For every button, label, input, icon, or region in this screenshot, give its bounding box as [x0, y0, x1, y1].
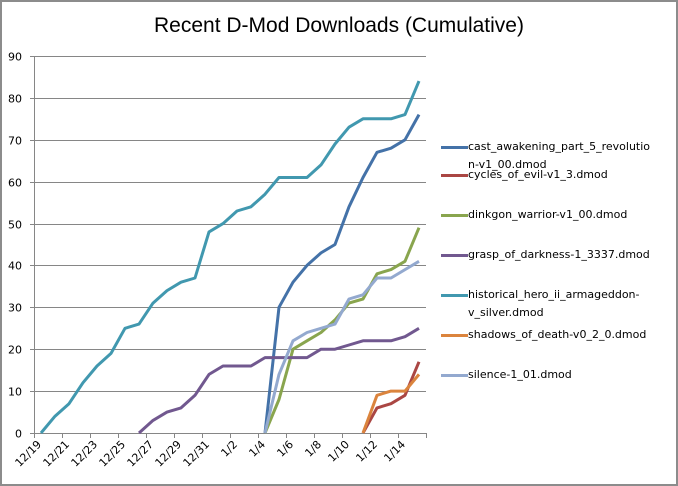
x-tick-label: 1/8	[302, 438, 324, 460]
series-line-0	[263, 113, 421, 434]
legend-swatch	[441, 294, 468, 297]
x-tick-label: 1/6	[274, 438, 296, 460]
x-tick-label: 12/19	[13, 438, 45, 470]
legend-item-dinkgon-warrior: dinkgon_warrior-v1_00.dmod	[441, 207, 663, 224]
y-tick-label: 20	[8, 344, 22, 357]
legend-label: silence-1_01.dmod	[468, 368, 572, 381]
y-tick-label: 0	[15, 428, 22, 441]
legend-label-line: cast_awakening_part_5_revolutio	[468, 140, 651, 153]
legend-label: shadows_of_death-v0_2_0.dmod	[468, 328, 647, 341]
x-tick-label: 1/2	[218, 438, 240, 460]
legend-item-cast-awakening: cast_awakening_part_5_revolutio n-v1_00.d…	[441, 139, 663, 174]
chart-title: Recent D-Mod Downloads (Cumulative)	[154, 14, 524, 37]
legend-item-silence: silence-1_01.dmod	[441, 367, 663, 384]
legend-label: grasp_of_darkness-1_3337.dmod	[468, 248, 650, 261]
x-tick-label: 12/23	[69, 438, 101, 470]
y-tick-label: 50	[8, 219, 22, 232]
x-tick-label: 1/10	[325, 438, 352, 465]
legend-item-grasp-of-darkness: grasp_of_darkness-1_3337.dmod	[441, 247, 663, 264]
legend-label: dinkgon_warrior-v1_00.dmod	[468, 208, 628, 221]
legend-swatch	[441, 334, 468, 337]
y-tick-label: 90	[8, 51, 22, 64]
x-tick-label: 1/4	[246, 438, 268, 460]
legend-item-shadows-of-death: shadows_of_death-v0_2_0.dmod	[441, 327, 663, 344]
series-line-6	[263, 260, 420, 434]
x-tick-label: 12/31	[181, 438, 213, 470]
legend-label-line: historical_hero_ii_armageddon-	[468, 288, 640, 301]
y-tick-labels: 0 10 20 30 40 50 60 70 80 90	[8, 51, 22, 441]
legend-swatch	[441, 254, 468, 257]
y-tick-label: 70	[8, 135, 22, 148]
series-lines	[39, 80, 421, 435]
legend-swatch	[441, 374, 468, 377]
y-tick-label: 80	[8, 93, 22, 106]
x-tick-label: 12/21	[41, 438, 73, 470]
y-tick-label: 40	[8, 260, 22, 273]
legend-swatch	[441, 214, 468, 217]
x-tick-label: 12/25	[97, 438, 129, 470]
legend-item-cycles-of-evil: cycles_of_evil-v1_3.dmod	[441, 167, 663, 184]
x-tick-label: 1/14	[381, 438, 408, 465]
series-line-3	[137, 327, 420, 435]
x-tick-label: 1/12	[353, 438, 380, 465]
x-tick-label: 12/27	[125, 438, 157, 470]
series-line-5	[361, 373, 421, 434]
gridlines	[30, 56, 426, 392]
legend-label-line: n-v1_00.dmod	[468, 158, 547, 171]
legend-item-historical-hero: historical_hero_ii_armageddon-v_silver.d…	[441, 287, 663, 322]
y-tick-label: 60	[8, 177, 22, 190]
legend-swatch	[441, 146, 468, 149]
y-tick-label: 10	[8, 386, 22, 399]
x-tick-label: 12/29	[153, 438, 185, 470]
series-line-1	[361, 361, 421, 434]
legend-swatch	[441, 174, 468, 177]
y-tick-label: 30	[8, 302, 22, 315]
legend-label: cycles_of_evil-v1_3.dmod	[468, 168, 608, 181]
axes	[30, 56, 427, 438]
legend-label-line: v_silver.dmod	[468, 306, 544, 319]
series-line-4	[39, 80, 421, 434]
